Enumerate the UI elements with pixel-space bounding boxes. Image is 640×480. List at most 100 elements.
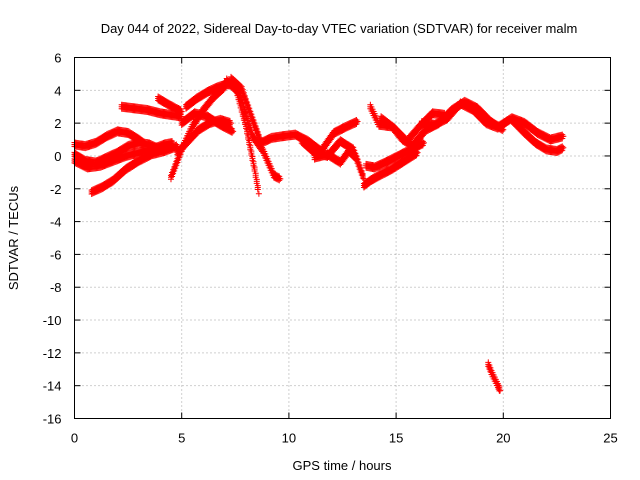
chart-title: Day 044 of 2022, Sidereal Day-to-day VTE…	[101, 21, 578, 36]
series-arc-y	[485, 359, 504, 394]
data-point	[229, 125, 236, 132]
data-point	[248, 111, 255, 118]
data-point	[353, 117, 360, 124]
series-arc-q	[360, 148, 421, 191]
data-point	[276, 173, 283, 180]
data-point	[486, 362, 493, 369]
y-tick-label: 0	[54, 149, 61, 164]
data-point	[251, 120, 258, 127]
data-point	[419, 138, 426, 145]
data-point	[251, 164, 258, 171]
data-point	[244, 99, 251, 106]
data-point	[253, 176, 260, 183]
data-point	[240, 89, 247, 96]
data-point	[239, 86, 246, 93]
data-point	[487, 364, 494, 371]
x-tick-label: 10	[282, 431, 296, 446]
series-arc-l	[223, 75, 284, 184]
data-point	[352, 152, 359, 159]
data-point	[238, 83, 245, 90]
x-axis: 0 5 10 15 20 25	[71, 57, 618, 446]
series-arc-d	[88, 141, 181, 198]
series-arc-i	[178, 108, 237, 136]
x-axis-label: GPS time / hours	[293, 458, 392, 473]
data-point	[246, 137, 253, 144]
data-point	[560, 133, 567, 140]
series-arc-m	[228, 73, 299, 148]
data-point	[255, 131, 262, 138]
data-point	[353, 153, 360, 160]
data-point	[252, 170, 259, 177]
data-points	[71, 73, 567, 394]
data-point	[497, 387, 504, 394]
data-point	[243, 96, 250, 103]
data-point	[254, 128, 261, 135]
data-point	[559, 143, 566, 150]
data-point	[247, 142, 254, 149]
y-tick-label: -8	[50, 280, 62, 295]
data-point	[496, 383, 503, 390]
y-tick-label: -12	[43, 346, 62, 361]
data-point	[248, 127, 255, 134]
y-tick-label: 2	[54, 116, 61, 131]
data-point	[254, 182, 261, 189]
data-point	[359, 171, 366, 178]
x-tick-label: 15	[389, 431, 403, 446]
data-point	[178, 108, 185, 115]
data-point	[357, 165, 364, 172]
data-point	[255, 190, 262, 197]
data-point	[247, 108, 254, 115]
data-point	[228, 125, 235, 132]
y-tick-label: -4	[50, 215, 62, 230]
y-tick-label: -14	[43, 379, 62, 394]
data-point	[275, 172, 282, 179]
series-arc-f	[155, 93, 185, 117]
x-tick-label: 0	[71, 431, 78, 446]
y-tick-label: -16	[43, 412, 62, 427]
data-point	[237, 82, 244, 89]
data-point	[277, 175, 284, 182]
data-point	[354, 118, 361, 125]
data-point	[485, 359, 492, 366]
y-tick-label: -2	[50, 182, 62, 197]
data-point	[249, 114, 256, 121]
y-axis: 6 4 2 0 -2 -4 -6 -8 -10 -12 -14 -16	[43, 51, 611, 427]
plot-frame	[74, 57, 611, 419]
data-point	[245, 102, 252, 109]
data-point	[356, 162, 363, 169]
data-point	[358, 168, 365, 175]
data-point	[248, 148, 255, 155]
data-point	[245, 117, 252, 124]
y-tick-label: -6	[50, 247, 62, 262]
data-point	[241, 92, 248, 99]
data-point	[228, 120, 235, 127]
series-arc-x	[508, 114, 567, 157]
series-arc-j	[182, 79, 232, 112]
y-tick-label: 4	[54, 83, 61, 98]
data-point	[560, 144, 567, 151]
data-point	[230, 128, 237, 135]
data-point	[349, 143, 356, 150]
x-tick-label: 25	[603, 431, 617, 446]
data-point	[253, 126, 260, 133]
y-tick-label: -10	[43, 313, 62, 328]
series-arc-e	[118, 101, 185, 122]
series-arc-w	[496, 113, 567, 145]
x-tick-label: 5	[178, 431, 185, 446]
data-point	[420, 139, 427, 146]
y-axis-label: SDTVAR / TECUs	[6, 185, 21, 290]
data-point	[176, 105, 183, 112]
data-point	[249, 153, 256, 160]
data-point	[246, 105, 253, 112]
data-point	[350, 144, 357, 151]
data-point	[177, 106, 184, 113]
data-point	[354, 156, 361, 163]
y-tick-label: 6	[54, 51, 61, 66]
data-point	[252, 123, 259, 130]
series-arc-p	[311, 146, 361, 168]
data-point	[250, 117, 257, 124]
x-tick-label: 20	[496, 431, 510, 446]
data-point	[250, 158, 257, 165]
series-arc-v	[418, 98, 503, 133]
